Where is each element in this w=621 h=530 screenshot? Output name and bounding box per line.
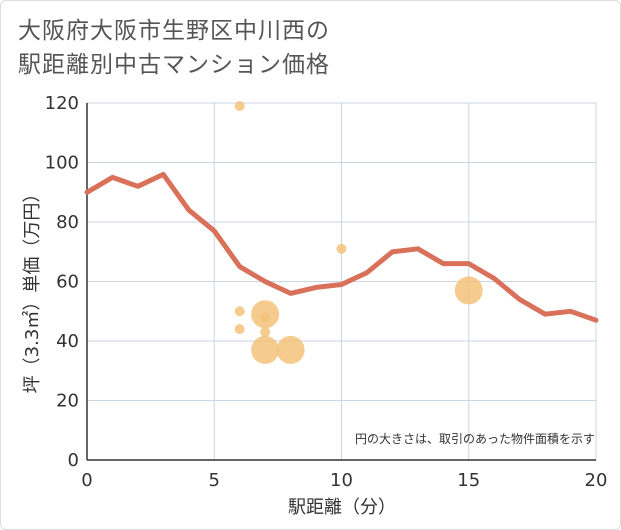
x-tick-label: 15 bbox=[457, 470, 480, 491]
line-series bbox=[84, 171, 599, 323]
chart-note: 円の大きさは、取引のあった物件面積を示す bbox=[355, 431, 595, 446]
y-tick-label: 80 bbox=[56, 212, 79, 233]
scatter-point bbox=[260, 327, 271, 338]
x-tick-label: 10 bbox=[330, 470, 353, 491]
scatter-point bbox=[454, 276, 483, 305]
y-tick-label: 60 bbox=[56, 272, 79, 293]
line-series-path bbox=[84, 171, 599, 323]
chart-title: 大阪府大阪市生野区中川西の 駅距離別中古マンション価格 bbox=[18, 14, 330, 82]
scatter-point bbox=[336, 243, 347, 254]
grid-lines bbox=[86, 102, 597, 461]
scatter-point bbox=[234, 100, 245, 111]
y-axis-title: 坪（3.3㎡）単価（万円） bbox=[21, 185, 43, 394]
x-axis-title: 駅距離（分） bbox=[288, 497, 396, 518]
y-tick-label: 120 bbox=[45, 93, 79, 114]
y-tick-label: 40 bbox=[56, 331, 79, 352]
scatter-point bbox=[276, 335, 305, 364]
scatter-series bbox=[234, 100, 483, 364]
scatter-point bbox=[234, 324, 245, 335]
scatter-point bbox=[251, 335, 280, 364]
y-tick-label: 100 bbox=[45, 153, 79, 174]
y-tick-label: 0 bbox=[68, 450, 79, 471]
axes bbox=[86, 103, 596, 461]
y-tick-label: 20 bbox=[56, 391, 79, 412]
tick-labels: 0 20 40 60 80 100 120 0 5 10 15 20 bbox=[45, 93, 608, 491]
chart-title-line-2: 駅距離別中古マンション価格 bbox=[18, 52, 330, 78]
scatter-point bbox=[234, 306, 245, 317]
x-tick-label: 0 bbox=[81, 470, 92, 491]
chart-title-line-1: 大阪府大阪市生野区中川西の bbox=[18, 18, 330, 44]
x-tick-label: 20 bbox=[585, 470, 608, 491]
x-tick-label: 5 bbox=[209, 470, 220, 491]
scatter-point bbox=[260, 312, 271, 323]
